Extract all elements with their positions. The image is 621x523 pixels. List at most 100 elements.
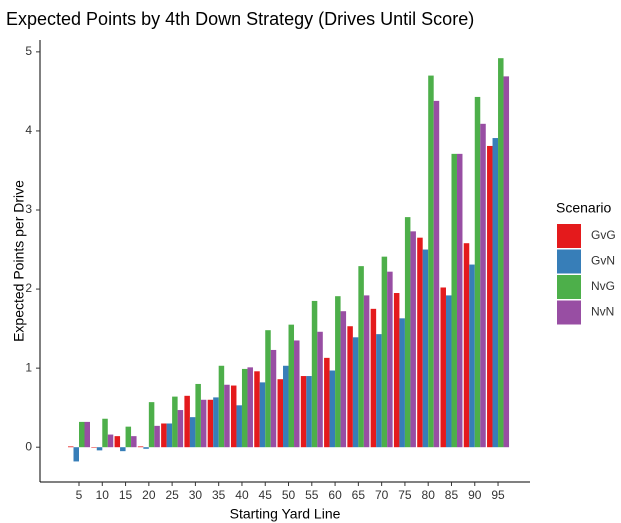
x-tick-label: 10 xyxy=(96,488,110,502)
bar xyxy=(254,371,260,448)
bar xyxy=(73,447,79,462)
y-tick-label: 1 xyxy=(25,360,32,374)
x-tick-label: 75 xyxy=(398,488,412,502)
bar xyxy=(440,287,446,448)
legend-label: GvG xyxy=(591,228,616,242)
bar xyxy=(247,367,253,448)
x-tick-label: 90 xyxy=(468,488,482,502)
bar xyxy=(195,383,201,448)
bar xyxy=(498,58,504,448)
bar xyxy=(393,293,400,448)
x-tick-label: 40 xyxy=(235,488,249,502)
y-tick-label: 3 xyxy=(25,202,32,216)
bar xyxy=(161,423,167,448)
x-axis-title: Starting Yard Line xyxy=(230,506,341,522)
legend-swatch xyxy=(557,275,581,299)
bar xyxy=(381,256,388,448)
bar xyxy=(363,295,370,448)
bar xyxy=(107,434,114,448)
bar xyxy=(311,300,318,448)
bar xyxy=(184,395,190,448)
x-tick-label: 45 xyxy=(259,488,273,502)
bar xyxy=(433,100,440,448)
bar xyxy=(189,417,196,448)
bar xyxy=(487,145,493,448)
y-tick-label: 2 xyxy=(25,281,32,295)
bar xyxy=(324,357,330,448)
bar xyxy=(306,376,312,448)
bar xyxy=(218,365,225,448)
bar xyxy=(148,402,155,448)
bar xyxy=(358,266,364,448)
x-tick-label: 70 xyxy=(375,488,389,502)
bar xyxy=(294,340,300,448)
legend-label: NvG xyxy=(591,279,615,293)
x-tick-label: 30 xyxy=(189,488,203,502)
bar xyxy=(376,334,382,448)
bar xyxy=(91,447,97,448)
y-tick-label: 5 xyxy=(25,44,32,58)
x-tick-label: 20 xyxy=(142,488,156,502)
bar xyxy=(120,447,126,452)
bar xyxy=(480,123,486,448)
bar xyxy=(259,382,266,448)
x-tick-label: 35 xyxy=(212,488,226,502)
x-tick-label: 65 xyxy=(352,488,366,502)
bar xyxy=(404,217,411,448)
legend-label: NvN xyxy=(591,305,614,319)
bar xyxy=(172,396,178,448)
bar xyxy=(300,376,307,448)
y-tick-label: 0 xyxy=(25,439,32,453)
bar xyxy=(265,330,271,448)
bar xyxy=(154,425,160,448)
x-tick-label: 5 xyxy=(76,488,83,502)
bar xyxy=(143,447,149,449)
bar xyxy=(207,399,214,448)
bar xyxy=(335,296,341,448)
bar xyxy=(68,446,74,448)
bar xyxy=(370,308,377,448)
bar xyxy=(213,397,219,448)
bar xyxy=(102,418,108,448)
bar xyxy=(422,249,429,448)
y-tick-label: 4 xyxy=(25,123,32,137)
bar xyxy=(200,399,207,448)
legend-swatch xyxy=(557,249,581,274)
bar xyxy=(137,446,144,448)
bar xyxy=(463,243,470,448)
bar xyxy=(317,331,323,448)
bar xyxy=(125,426,132,448)
legend-swatch xyxy=(557,224,581,248)
bar xyxy=(230,385,237,448)
legend-title: Scenario xyxy=(556,200,611,216)
bar xyxy=(347,326,353,448)
bar xyxy=(410,231,416,448)
bar xyxy=(114,436,121,448)
bar xyxy=(177,410,184,448)
bar xyxy=(417,237,423,448)
bar xyxy=(236,405,242,448)
bar xyxy=(277,379,284,448)
legend-label: GvN xyxy=(591,254,615,268)
x-tick-label: 15 xyxy=(119,488,133,502)
bar xyxy=(270,349,277,448)
legend-swatch xyxy=(557,300,581,325)
bar xyxy=(283,365,289,448)
bar xyxy=(352,337,359,448)
bar xyxy=(399,318,405,448)
bar xyxy=(503,76,510,448)
y-axis-title: Expected Points per Drive xyxy=(11,180,27,342)
bar xyxy=(96,447,103,451)
chart-title: Expected Points by 4th Down Strategy (Dr… xyxy=(6,9,474,29)
bar xyxy=(288,324,295,448)
x-tick-label: 95 xyxy=(491,488,505,502)
bar xyxy=(241,368,248,448)
bar xyxy=(84,421,90,448)
bar xyxy=(340,311,347,448)
bar xyxy=(166,423,173,448)
bar xyxy=(428,75,434,448)
x-tick-label: 60 xyxy=(328,488,342,502)
bar xyxy=(474,96,481,448)
bar xyxy=(387,271,393,448)
